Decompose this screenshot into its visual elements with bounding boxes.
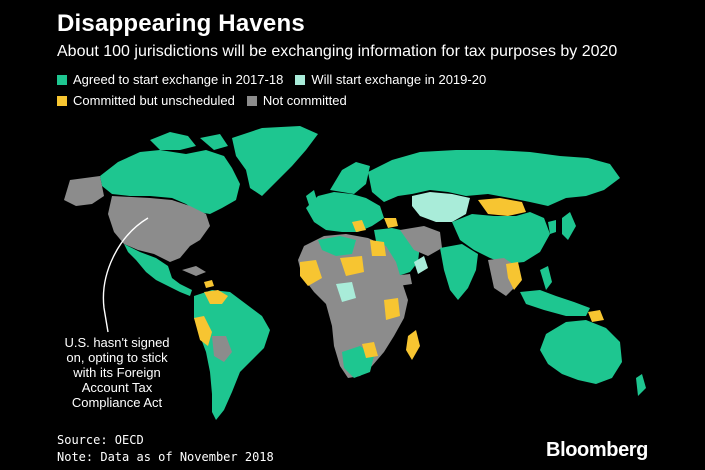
south-america bbox=[194, 290, 270, 420]
caucasus bbox=[384, 218, 398, 228]
legend-item-committed: Committed but unscheduled bbox=[57, 93, 235, 108]
malaysia-indonesia bbox=[520, 290, 590, 316]
united-states bbox=[108, 196, 210, 262]
china bbox=[452, 212, 550, 264]
canada bbox=[100, 150, 240, 214]
australia bbox=[540, 320, 622, 384]
legend-label-committed: Committed but unscheduled bbox=[73, 93, 235, 108]
legend-label-not-committed: Not committed bbox=[262, 93, 347, 108]
japan bbox=[562, 212, 576, 240]
legend-swatch-not-committed bbox=[246, 95, 257, 106]
uk bbox=[306, 190, 318, 208]
legend-item-will-start: Will start exchange in 2019-20 bbox=[295, 72, 486, 87]
kazakhstan bbox=[412, 192, 470, 222]
annotation-leader bbox=[102, 217, 149, 333]
thailand bbox=[506, 262, 522, 290]
bloomberg-logo: Bloomberg bbox=[546, 439, 648, 461]
legend-label-will-start: Will start exchange in 2019-20 bbox=[311, 72, 487, 87]
east-africa-yellow bbox=[384, 298, 400, 320]
colombia-venezuela bbox=[204, 290, 228, 304]
legend-swatch-agreed bbox=[57, 74, 67, 85]
southern-africa-yellow bbox=[362, 342, 378, 358]
legend-row-1: Agreed to start exchange in 2017-18 Will… bbox=[57, 72, 498, 87]
legend-item-not-committed: Not committed bbox=[246, 93, 347, 108]
europe bbox=[306, 192, 384, 232]
us-annotation: U.S. hasn't signed on, opting to stick w… bbox=[64, 335, 170, 410]
legend-label-agreed: Agreed to start exchange in 2017-18 bbox=[73, 72, 284, 87]
legend-item-agreed: Agreed to start exchange in 2017-18 bbox=[57, 72, 283, 87]
chart-title: Disappearing Havens bbox=[57, 10, 305, 37]
source-text: Source: OECD bbox=[57, 433, 144, 447]
oman bbox=[414, 256, 428, 274]
new-zealand bbox=[636, 374, 646, 396]
egypt bbox=[370, 240, 386, 256]
png bbox=[588, 310, 604, 322]
caribbean-yellow bbox=[204, 280, 214, 288]
scandinavia bbox=[330, 162, 370, 194]
west-africa-yellow bbox=[300, 260, 322, 286]
note-text: Note: Data as of November 2018 bbox=[57, 450, 274, 464]
mexico bbox=[124, 244, 192, 296]
iran-region bbox=[400, 226, 442, 256]
nigeria bbox=[336, 282, 356, 302]
bolivia-paraguay bbox=[212, 336, 232, 362]
legend-swatch-will-start bbox=[295, 74, 306, 85]
philippines bbox=[540, 266, 552, 290]
mongolia bbox=[478, 198, 526, 216]
russia bbox=[368, 150, 620, 206]
alaska bbox=[64, 176, 104, 206]
north-africa-green bbox=[318, 236, 356, 256]
sahel-yellow bbox=[340, 256, 364, 276]
peru bbox=[194, 316, 212, 346]
chart-subtitle: About 100 jurisdictions will be exchangi… bbox=[57, 43, 618, 60]
world-map bbox=[64, 126, 646, 420]
legend-row-2: Committed but unscheduled Not committed bbox=[57, 93, 359, 108]
india bbox=[440, 244, 478, 300]
legend-swatch-committed bbox=[57, 95, 67, 106]
korea bbox=[548, 220, 556, 234]
canada-islands bbox=[150, 132, 228, 150]
africa bbox=[298, 234, 408, 378]
caribbean bbox=[182, 266, 206, 276]
balkans bbox=[352, 220, 366, 232]
greenland bbox=[232, 126, 318, 196]
madagascar bbox=[406, 330, 420, 360]
